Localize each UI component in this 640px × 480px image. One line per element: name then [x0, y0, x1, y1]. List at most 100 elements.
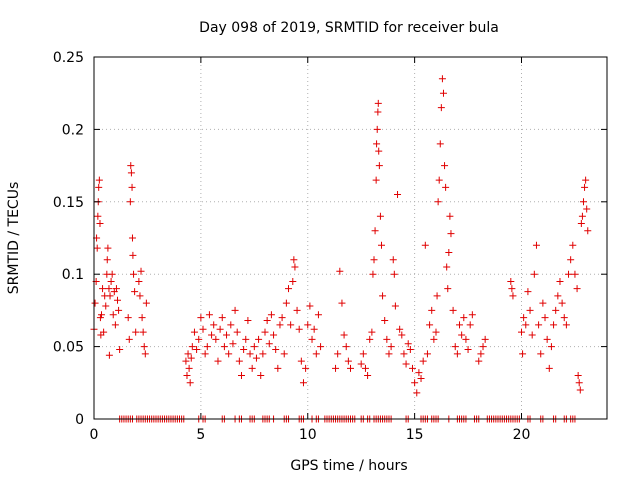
data-point	[468, 311, 476, 319]
data-point	[443, 263, 451, 271]
data-point	[97, 311, 105, 319]
data-point	[444, 285, 452, 293]
data-point	[141, 350, 149, 358]
data-point	[373, 140, 381, 148]
data-point	[532, 241, 540, 249]
data-point	[140, 343, 148, 351]
data-point	[190, 328, 198, 336]
data-point	[105, 351, 113, 359]
data-point	[428, 306, 436, 314]
data-point	[317, 343, 325, 351]
y-tick-label: 0.05	[53, 340, 84, 356]
data-point	[216, 325, 224, 333]
data-point	[411, 379, 419, 387]
y-tick-label: 0.1	[62, 267, 84, 283]
data-point	[518, 328, 525, 336]
data-point	[439, 89, 447, 97]
data-point	[186, 379, 194, 387]
data-point	[116, 345, 124, 353]
data-point	[447, 230, 455, 238]
data-point	[102, 302, 110, 310]
data-point	[187, 354, 195, 362]
data-point	[376, 212, 384, 220]
data-point	[364, 372, 372, 380]
data-point	[387, 343, 395, 351]
data-point	[584, 227, 592, 235]
data-point	[255, 335, 263, 343]
data-point	[477, 350, 485, 358]
data-point	[550, 321, 558, 329]
data-point	[402, 360, 410, 368]
data-point	[272, 345, 280, 353]
data-point	[522, 321, 530, 329]
data-point	[104, 244, 112, 252]
data-point	[579, 198, 587, 206]
data-point	[95, 176, 103, 184]
data-point	[368, 328, 376, 336]
data-point	[115, 306, 123, 314]
data-point	[361, 364, 369, 372]
data-point	[423, 350, 431, 358]
data-point	[458, 331, 466, 339]
data-point	[295, 325, 303, 333]
data-point	[569, 241, 577, 249]
data-point	[94, 212, 102, 220]
y-tick-label: 0.2	[62, 122, 84, 138]
data-point	[280, 350, 288, 358]
data-point	[259, 350, 267, 358]
data-point	[375, 147, 383, 155]
data-point	[374, 99, 382, 107]
data-point	[246, 350, 254, 358]
data-point	[112, 285, 120, 293]
data-point	[270, 331, 278, 339]
data-point	[575, 379, 583, 387]
data-point	[225, 350, 233, 358]
data-point	[197, 314, 205, 322]
data-point	[460, 314, 468, 322]
data-point	[199, 325, 207, 333]
y-tick-label: 0.25	[53, 50, 84, 66]
data-point	[574, 372, 582, 380]
data-point	[91, 299, 99, 307]
data-point	[479, 343, 487, 351]
data-point	[135, 277, 143, 285]
data-point	[299, 379, 307, 387]
data-point	[573, 285, 581, 293]
data-point	[244, 317, 252, 325]
data-point	[391, 302, 399, 310]
data-point	[565, 270, 573, 278]
data-point	[571, 270, 579, 278]
data-point	[430, 335, 438, 343]
data-point	[308, 335, 316, 343]
data-point	[545, 364, 553, 372]
data-point	[576, 386, 584, 394]
data-point	[464, 345, 472, 353]
data-point	[132, 328, 140, 336]
data-point	[314, 311, 322, 319]
x-tick-label: 20	[513, 427, 531, 443]
data-point	[554, 292, 562, 300]
data-point	[581, 183, 589, 191]
data-point	[105, 285, 113, 293]
data-point	[408, 364, 416, 372]
data-point	[398, 331, 406, 339]
data-point	[278, 314, 286, 322]
data-point	[302, 364, 310, 372]
data-point	[509, 292, 517, 300]
data-point	[137, 267, 145, 275]
data-point	[276, 321, 284, 329]
data-point	[233, 328, 241, 336]
data-point	[185, 364, 193, 372]
data-point	[445, 248, 453, 256]
data-point	[379, 292, 387, 300]
data-point	[127, 162, 135, 170]
data-point	[111, 321, 119, 329]
data-point	[250, 343, 258, 351]
data-point	[252, 354, 260, 362]
data-point	[519, 350, 527, 358]
y-tick-labels: 0 0.05 0.1 0.15 0.2 0.25	[53, 50, 84, 428]
data-point	[103, 256, 111, 264]
y-tick-label: 0	[75, 412, 84, 428]
data-point	[417, 374, 425, 382]
